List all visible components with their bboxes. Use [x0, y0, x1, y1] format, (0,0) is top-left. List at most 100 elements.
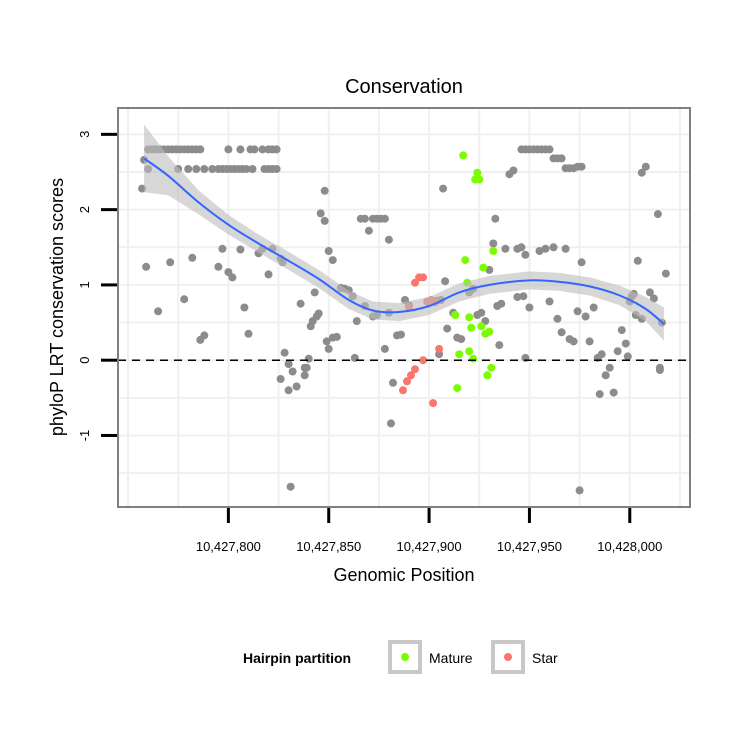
data-point-other	[272, 165, 281, 173]
data-point-other	[577, 162, 586, 171]
data-point-other	[360, 214, 369, 223]
data-point-other	[439, 184, 448, 193]
data-point-other	[258, 145, 267, 154]
data-point-star	[403, 377, 411, 386]
data-point-other	[497, 299, 506, 308]
data-point-other	[637, 168, 646, 177]
data-point-mature	[477, 322, 486, 331]
data-point-other	[589, 303, 598, 312]
data-point-other	[617, 326, 626, 335]
data-point-other	[613, 347, 622, 356]
data-point-star	[429, 399, 438, 408]
data-point-other	[485, 265, 494, 274]
data-point-other	[545, 145, 554, 154]
data-point-other	[214, 262, 223, 271]
data-point-other	[661, 269, 670, 278]
data-point-other	[575, 486, 584, 495]
legend-swatch-mature	[401, 653, 409, 661]
data-point-other	[561, 244, 570, 253]
data-point-other	[655, 363, 664, 372]
data-point-other	[633, 256, 642, 265]
data-point-other	[443, 324, 452, 333]
legend: Hairpin partition Mature Star	[243, 640, 558, 674]
y-axis-title: phyloP LRT conservation scores	[47, 178, 67, 436]
data-point-other	[489, 239, 498, 248]
data-point-other	[545, 297, 554, 306]
data-point-other	[242, 165, 251, 173]
data-point-mature	[479, 263, 488, 272]
y-tick-label: 0	[77, 357, 92, 364]
data-point-mature	[459, 151, 468, 160]
data-point-other	[525, 303, 534, 312]
data-point-mature	[467, 323, 476, 332]
data-point-other	[320, 216, 329, 225]
data-point-other	[477, 308, 486, 317]
data-point-mature	[473, 168, 482, 177]
data-point-mature	[465, 347, 474, 356]
data-point-other	[553, 314, 562, 323]
data-point-star	[419, 273, 428, 282]
data-point-other	[569, 337, 578, 346]
x-tick-label: 10,427,900	[397, 539, 462, 554]
data-point-other	[154, 307, 163, 316]
data-point-other	[653, 210, 662, 219]
data-point-other	[491, 214, 500, 223]
data-point-other	[322, 337, 331, 346]
data-point-other	[166, 258, 175, 267]
data-point-other	[597, 350, 606, 359]
data-point-other	[224, 145, 233, 154]
data-point-mature	[485, 327, 494, 336]
data-point-other	[208, 165, 217, 173]
data-point-other	[284, 360, 293, 368]
y-tick-label: 2	[77, 206, 92, 213]
data-point-mature	[489, 247, 498, 255]
data-point-other	[573, 307, 582, 316]
data-point-mature	[461, 256, 470, 265]
y-tick-label: 1	[77, 281, 92, 288]
data-point-other	[236, 245, 245, 254]
data-point-other	[509, 166, 518, 175]
data-point-other	[310, 288, 319, 297]
data-point-other	[387, 419, 395, 428]
data-point-other	[196, 145, 205, 154]
data-point-other	[328, 256, 337, 265]
data-point-other	[300, 363, 309, 372]
data-point-other	[188, 253, 197, 262]
confidence-ribbon	[144, 124, 664, 341]
data-point-other	[621, 339, 630, 348]
data-point-other	[495, 341, 504, 350]
data-point-other	[286, 482, 295, 491]
data-point-other	[284, 386, 293, 395]
panel-border	[117, 107, 691, 508]
data-point-other	[244, 329, 253, 338]
data-point-other	[264, 270, 273, 279]
data-point-other	[457, 335, 466, 344]
data-point-other	[320, 186, 329, 195]
data-point-other	[248, 165, 257, 173]
data-point-other	[314, 309, 323, 318]
data-point-other	[535, 247, 544, 255]
data-point-other	[380, 344, 389, 353]
data-point-other	[380, 214, 389, 223]
data-point-other	[557, 154, 566, 163]
data-point-other	[521, 250, 530, 259]
data-point-other	[441, 277, 450, 286]
data-point-other	[384, 235, 393, 244]
data-point-mature	[453, 384, 462, 393]
x-axis-title: Genomic Position	[333, 565, 474, 585]
data-point-other	[519, 292, 528, 301]
y-tick-label: -1	[77, 430, 92, 442]
chart-title: Conservation	[345, 76, 463, 98]
data-point-other	[389, 378, 397, 387]
x-tick-label: 10,427,800	[196, 539, 261, 554]
data-point-other	[513, 293, 522, 301]
data-point-star	[399, 386, 407, 395]
data-point-other	[184, 165, 193, 173]
data-point-other	[228, 273, 237, 282]
data-point-other	[352, 317, 361, 326]
data-point-other	[641, 162, 650, 171]
x-tick-label: 10,428,000	[597, 539, 662, 554]
data-point-other	[250, 145, 259, 154]
data-point-mature	[465, 313, 474, 322]
data-point-other	[501, 244, 510, 253]
